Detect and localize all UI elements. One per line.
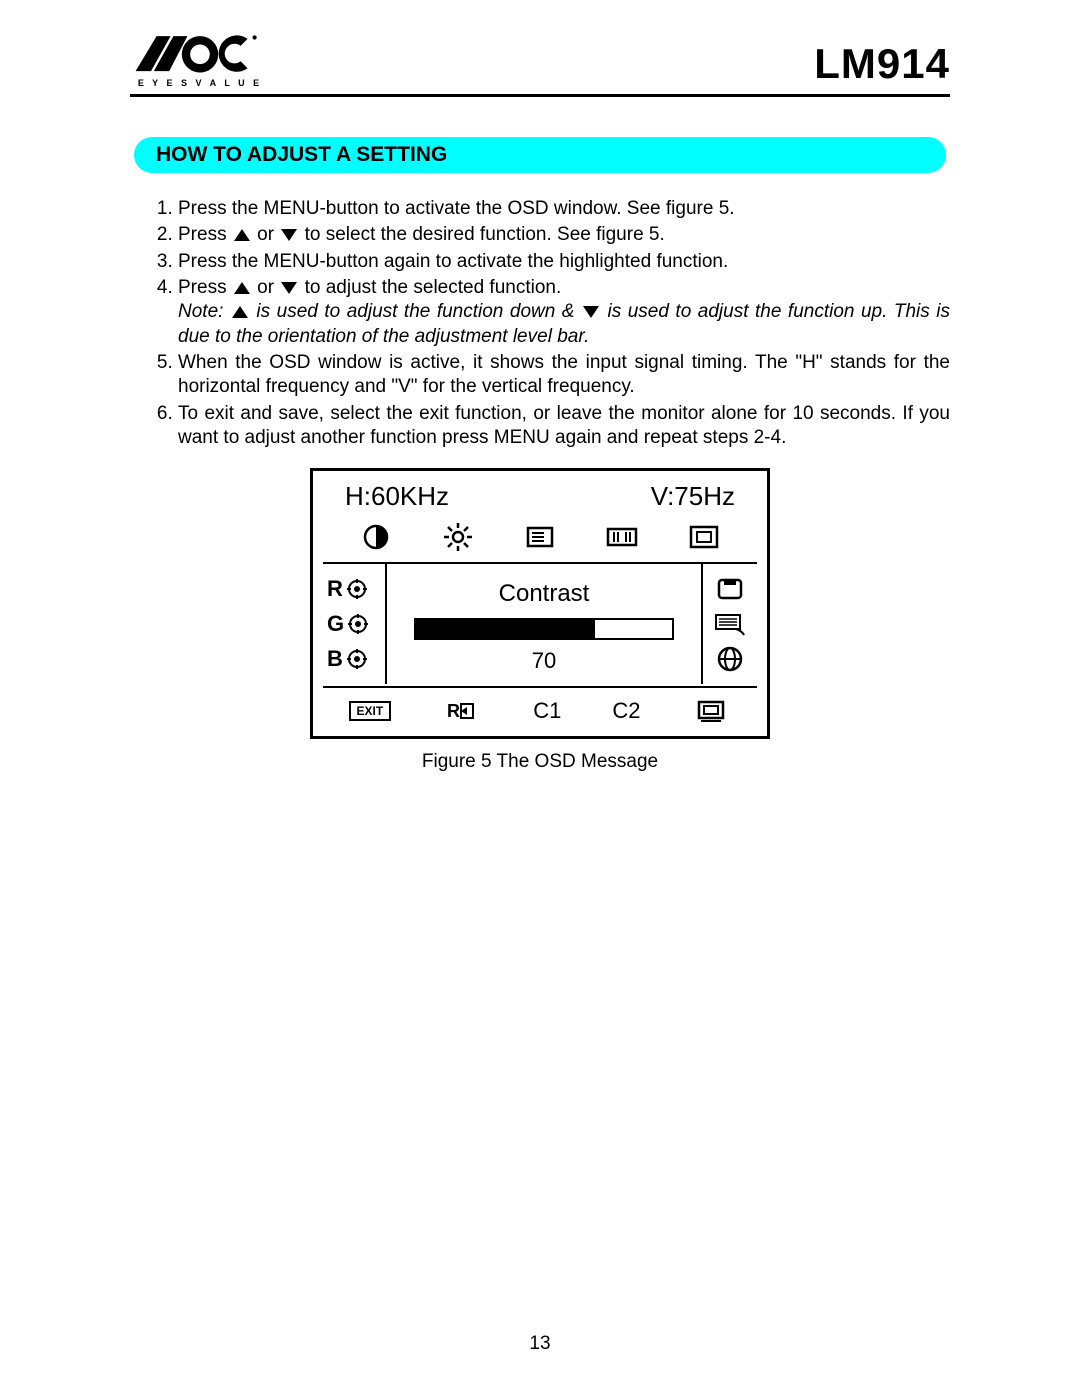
figure-caption: Figure 5 The OSD Message bbox=[130, 751, 950, 773]
osd-window: H:60KHz V:75Hz R G B Contrast bbox=[310, 468, 770, 739]
svg-text:R: R bbox=[447, 701, 460, 721]
up-triangle-icon bbox=[232, 306, 248, 318]
globe-icon bbox=[710, 644, 750, 674]
instruction-list: Press the MENU-button to activate the OS… bbox=[130, 197, 950, 450]
brand-tagline: E Y E S V A L U E bbox=[138, 78, 262, 88]
c2-label: C2 bbox=[612, 698, 640, 724]
up-triangle-icon bbox=[234, 229, 250, 241]
vposition-icon bbox=[602, 522, 642, 552]
keyboard-icon bbox=[710, 609, 750, 639]
brightness-icon bbox=[438, 522, 478, 552]
step-4-note: Note: is used to adjust the function dow… bbox=[178, 300, 950, 349]
osd-function-name: Contrast bbox=[405, 580, 683, 608]
up-triangle-icon bbox=[234, 282, 250, 294]
red-adjust: R bbox=[327, 576, 381, 602]
step-4: Press or to adjust the selected function… bbox=[178, 276, 950, 349]
down-triangle-icon bbox=[583, 306, 599, 318]
green-adjust: G bbox=[327, 611, 381, 637]
osd-right-column bbox=[701, 564, 757, 684]
step-3: Press the MENU-button again to activate … bbox=[178, 250, 950, 274]
page-header: E Y E S V A L U E LM914 bbox=[130, 30, 950, 97]
v-frequency: V:75Hz bbox=[651, 481, 735, 512]
adjustment-bar-fill bbox=[416, 620, 595, 638]
osd-signal-row: H:60KHz V:75Hz bbox=[323, 479, 757, 518]
down-triangle-icon bbox=[281, 229, 297, 241]
hposition-icon bbox=[520, 522, 560, 552]
adjustment-bar bbox=[414, 618, 674, 640]
h-frequency: H:60KHz bbox=[345, 481, 449, 512]
aoc-logo-icon bbox=[130, 30, 270, 80]
step-1: Press the MENU-button to activate the OS… bbox=[178, 197, 950, 221]
step-2: Press or to select the desired function.… bbox=[178, 223, 950, 247]
section-heading: HOW TO ADJUST A SETTING bbox=[134, 137, 946, 173]
step-5: When the OSD window is active, it shows … bbox=[178, 351, 950, 400]
osd-top-icons bbox=[323, 518, 757, 564]
c1-label: C1 bbox=[533, 698, 561, 724]
recall-icon: R bbox=[442, 696, 482, 726]
step-6: To exit and save, select the exit functi… bbox=[178, 402, 950, 451]
model-number: LM914 bbox=[814, 40, 950, 88]
osd-value: 70 bbox=[405, 648, 683, 674]
osd-center-panel: Contrast 70 bbox=[387, 564, 701, 684]
osd-bottom-row: EXIT R C1 C2 bbox=[323, 686, 757, 726]
exit-button: EXIT bbox=[349, 701, 392, 721]
osd-rgb-column: R G B bbox=[323, 564, 387, 684]
blue-adjust: B bbox=[327, 646, 381, 672]
page-number: 13 bbox=[0, 1333, 1080, 1355]
window-icon bbox=[710, 574, 750, 604]
monitor-icon bbox=[691, 696, 731, 726]
brand-logo: E Y E S V A L U E bbox=[130, 30, 270, 88]
contrast-icon bbox=[356, 522, 396, 552]
size-icon bbox=[684, 522, 724, 552]
down-triangle-icon bbox=[281, 282, 297, 294]
